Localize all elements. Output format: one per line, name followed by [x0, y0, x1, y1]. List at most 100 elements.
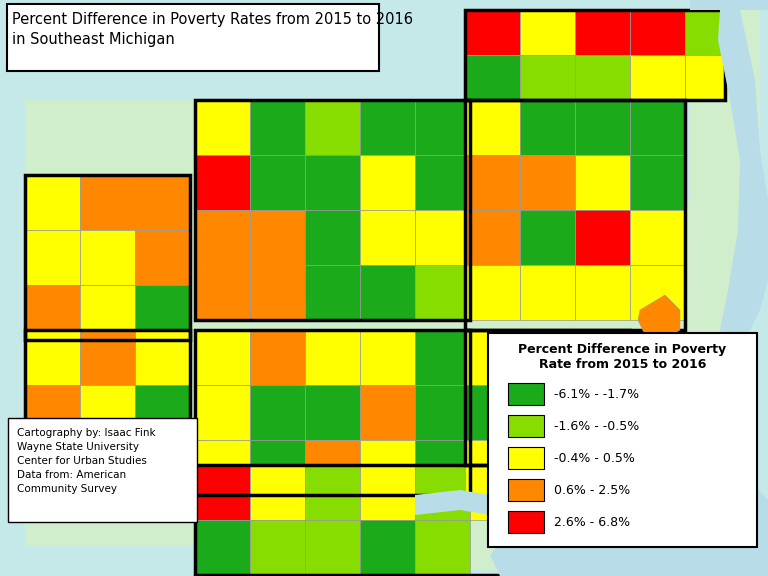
Bar: [520, 440, 575, 495]
Bar: [305, 520, 360, 575]
Bar: [470, 465, 525, 520]
Bar: [465, 330, 520, 385]
Bar: [305, 265, 360, 320]
Polygon shape: [600, 370, 678, 460]
Bar: [415, 330, 470, 385]
Bar: [360, 210, 415, 265]
Bar: [25, 175, 80, 230]
Bar: [250, 265, 305, 320]
Bar: [135, 440, 190, 495]
Bar: [305, 440, 360, 495]
Bar: [195, 330, 470, 495]
Text: Percent Difference in Poverty
Rate from 2015 to 2016: Percent Difference in Poverty Rate from …: [518, 343, 727, 371]
Bar: [135, 385, 190, 440]
Bar: [360, 265, 415, 320]
Bar: [80, 175, 135, 230]
Bar: [250, 100, 305, 155]
Bar: [360, 155, 415, 210]
Bar: [195, 465, 525, 575]
Bar: [520, 10, 575, 55]
Bar: [360, 520, 415, 575]
Bar: [575, 155, 630, 210]
Bar: [575, 265, 630, 320]
Bar: [25, 175, 190, 340]
Bar: [135, 285, 190, 340]
Bar: [575, 330, 630, 385]
Bar: [305, 100, 360, 155]
Bar: [250, 155, 305, 210]
Bar: [305, 385, 360, 440]
Bar: [195, 520, 250, 575]
Bar: [575, 10, 630, 55]
Bar: [80, 385, 135, 440]
FancyBboxPatch shape: [7, 4, 379, 71]
Bar: [250, 210, 305, 265]
Polygon shape: [718, 10, 768, 350]
Bar: [135, 230, 190, 285]
Bar: [575, 100, 630, 155]
Bar: [195, 465, 250, 520]
Bar: [630, 100, 685, 155]
Polygon shape: [638, 295, 680, 340]
Bar: [630, 55, 685, 100]
Bar: [465, 100, 685, 330]
Bar: [305, 330, 360, 385]
Bar: [575, 385, 630, 440]
Text: -0.4% - 0.5%: -0.4% - 0.5%: [554, 452, 635, 464]
Text: 0.6% - 2.5%: 0.6% - 2.5%: [554, 483, 631, 497]
Text: -6.1% - -1.7%: -6.1% - -1.7%: [554, 388, 639, 400]
Polygon shape: [555, 490, 650, 560]
Bar: [520, 100, 575, 155]
Text: Cartography by: Isaac Fink
Wayne State University
Center for Urban Studies
Data : Cartography by: Isaac Fink Wayne State U…: [17, 428, 156, 494]
Bar: [195, 155, 250, 210]
FancyBboxPatch shape: [8, 418, 197, 522]
Bar: [508, 511, 544, 533]
Bar: [415, 465, 470, 520]
Bar: [685, 10, 725, 55]
Bar: [250, 330, 305, 385]
Bar: [195, 330, 250, 385]
Bar: [80, 330, 135, 385]
Bar: [250, 385, 305, 440]
Bar: [250, 440, 305, 495]
Bar: [415, 385, 470, 440]
Bar: [508, 447, 544, 469]
Bar: [360, 385, 415, 440]
Polygon shape: [25, 10, 760, 570]
Bar: [630, 155, 685, 210]
Bar: [25, 285, 80, 340]
Bar: [25, 330, 80, 385]
Bar: [80, 285, 135, 340]
Polygon shape: [690, 0, 768, 10]
Bar: [415, 265, 470, 320]
Bar: [520, 210, 575, 265]
Bar: [520, 330, 575, 385]
Bar: [25, 230, 80, 285]
Bar: [195, 210, 250, 265]
Bar: [360, 100, 415, 155]
Bar: [305, 465, 360, 520]
Bar: [195, 385, 250, 440]
Bar: [195, 100, 250, 155]
Bar: [465, 55, 520, 100]
Bar: [508, 415, 544, 437]
Text: 2.6% - 6.8%: 2.6% - 6.8%: [554, 516, 630, 529]
Bar: [415, 440, 470, 495]
Bar: [465, 210, 520, 265]
Bar: [465, 265, 520, 320]
Bar: [508, 383, 544, 405]
Bar: [630, 265, 685, 320]
Bar: [415, 210, 470, 265]
Bar: [520, 385, 575, 440]
Polygon shape: [490, 440, 768, 576]
Bar: [250, 465, 305, 520]
Text: Percent Difference in Poverty Rates from 2015 to 2016
in Southeast Michigan: Percent Difference in Poverty Rates from…: [12, 12, 413, 47]
Bar: [415, 155, 470, 210]
Bar: [465, 100, 520, 155]
Bar: [415, 520, 470, 575]
Bar: [415, 100, 470, 155]
Bar: [465, 385, 520, 440]
Bar: [135, 175, 190, 230]
Bar: [520, 155, 575, 210]
Bar: [520, 265, 575, 320]
